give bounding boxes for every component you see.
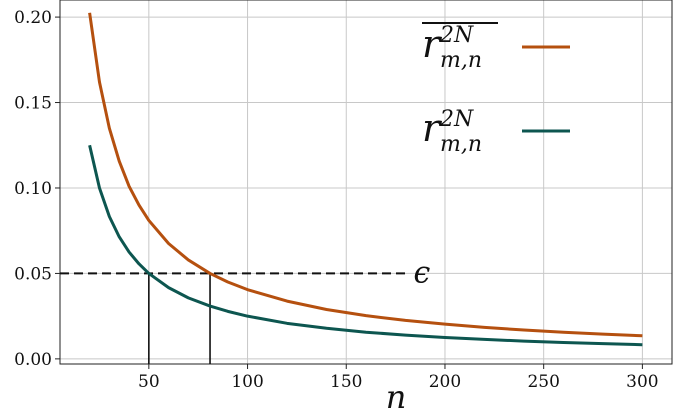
y-tick-label: 0.10 [14,179,52,199]
ticks: 50 100 150 200 250 300 0.00 0.05 0.10 0.15 0.20 [14,8,658,392]
x-tick-label: 300 [626,372,658,392]
plot-frame [59,0,673,365]
legend-superscript: 2N [439,23,474,48]
x-axis-label: n [386,378,407,416]
y-tick-label: 0.05 [14,264,52,284]
y-tick-label: 0.20 [14,8,52,28]
legend-entry-2: r 2Nm,n [422,106,570,157]
x-tick-label: 100 [231,372,263,392]
legend-subscript: m,n [440,132,482,157]
series-line-2 [88,144,643,347]
epsilon-label: ϵ [413,255,430,290]
legend-symbol: r [422,22,443,66]
annotations [60,272,406,364]
x-tick-label: 200 [429,372,461,392]
legend: r 2Nm,nr 2Nm,n [422,22,570,157]
grid [60,0,672,364]
legend-symbol: r [422,106,443,150]
x-tick-label: 50 [138,372,160,392]
x-tick-label: 250 [527,372,559,392]
legend-superscript: 2N [439,107,474,132]
x-tick-label: 150 [330,372,362,392]
y-tick-label: 0.00 [14,350,52,370]
y-tick-label: 0.15 [14,94,52,114]
legend-entry-1: r 2Nm,n [422,22,570,73]
series [88,12,643,347]
series-line-1 [88,12,643,338]
legend-subscript: m,n [440,48,482,73]
